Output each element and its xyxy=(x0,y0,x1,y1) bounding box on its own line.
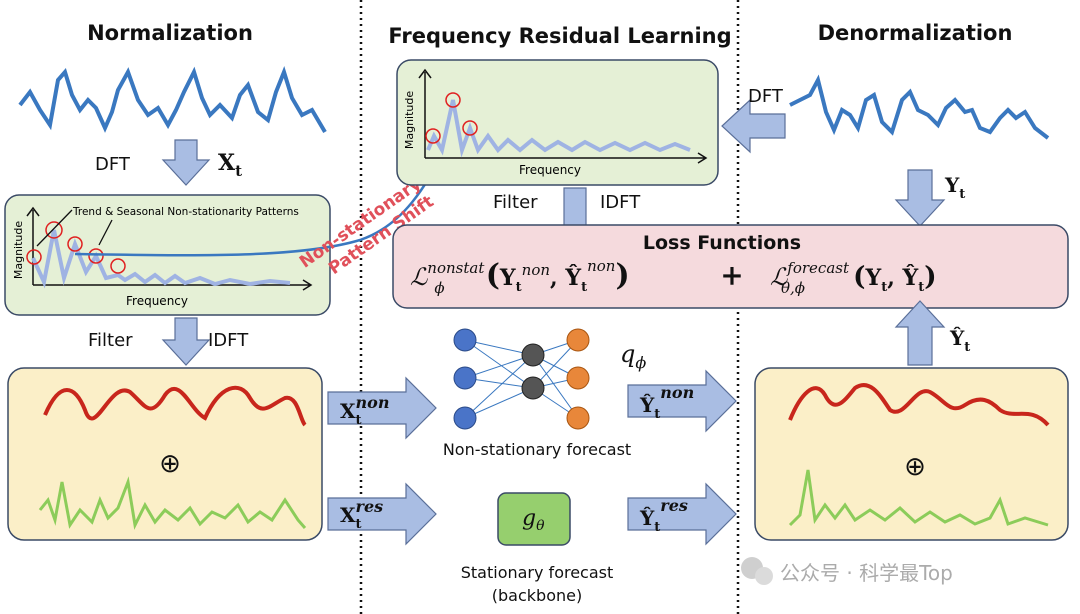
x-res-label: Xtres xyxy=(340,497,383,532)
yhat-non-label: Ŷtnon xyxy=(639,383,694,422)
q-phi-label: qϕ xyxy=(620,340,646,372)
plus-sign: + xyxy=(720,259,743,292)
frequency-label-mid: Frequency xyxy=(519,163,581,177)
yhat-res-label: Ŷtres xyxy=(639,496,688,535)
highlight-circles-mid xyxy=(425,92,478,144)
xt-label: Xt xyxy=(218,150,242,180)
idft-arrow-down-left xyxy=(161,317,211,366)
magnitude-label-mid: Magnitude xyxy=(403,91,416,150)
highlight-circles-left xyxy=(26,221,126,274)
backbone-box xyxy=(497,492,571,546)
title-frl: Frequency Residual Learning xyxy=(388,24,731,48)
idft-label-mid: IDFT xyxy=(600,192,641,213)
dft-arrow-down xyxy=(161,139,211,186)
yhat-label: Ŷt xyxy=(949,326,970,355)
title-denormalization: Denormalization xyxy=(818,21,1013,45)
idft-label-left: IDFT xyxy=(208,330,249,351)
nonstat-forecast-label: Non-stationary forecast xyxy=(443,440,631,459)
loss-forecast-term: ℒforecast θ,ϕ (Yt, Ŷt) xyxy=(770,259,937,298)
residual-spectrum-line xyxy=(426,99,691,158)
residual-component-left xyxy=(38,476,307,530)
filter-label-left: Filter xyxy=(88,330,133,351)
magnitude-label: Magnitude xyxy=(12,221,25,280)
title-normalization: Normalization xyxy=(87,21,253,45)
magnitude-axis xyxy=(26,206,40,285)
magnitude-axis-mid xyxy=(418,68,432,158)
backbone-label: (backbone) xyxy=(492,586,582,605)
yt-label: Yt xyxy=(944,173,965,202)
loss-nonstat-term: ℒnonstat ϕ (Ytnon, Ŷtnon) xyxy=(410,257,630,298)
nonstationary-component-left xyxy=(43,385,307,427)
annotation-arrows xyxy=(36,209,113,247)
target-series-wave xyxy=(789,74,1050,140)
stat-forecast-label: Stationary forecast xyxy=(461,563,614,582)
x-non-label: Xtnon xyxy=(340,393,389,428)
watermark: 公众号 · 科学最Top xyxy=(741,557,953,585)
residual-component-right xyxy=(788,469,1049,527)
oplus-icon-right: ⊕ xyxy=(904,452,926,482)
dft-label-right: DFT xyxy=(748,86,784,107)
yhat-arrow-up xyxy=(894,300,946,366)
dft-arrow-left xyxy=(721,98,786,154)
frequency-axis xyxy=(33,279,313,291)
nonstationary-component-right xyxy=(788,383,1050,427)
input-spectrum-line xyxy=(31,229,291,289)
yhat-non-arrow xyxy=(627,369,737,433)
x-res-arrow xyxy=(327,482,437,546)
dft-label-left: DFT xyxy=(95,154,131,175)
loss-functions-box xyxy=(392,224,1069,309)
x-non-arrow xyxy=(327,376,437,440)
filter-label-mid: Filter xyxy=(493,192,538,213)
mlp-network-icon xyxy=(453,328,590,430)
spectrum-annotation: Trend & Seasonal Non-stationarity Patter… xyxy=(72,206,299,218)
yhat-res-arrow xyxy=(627,482,737,546)
decomposition-box-right xyxy=(754,367,1069,541)
loss-functions-title: Loss Functions xyxy=(643,232,801,254)
yt-arrow-down xyxy=(894,169,946,227)
g-theta-label: gθ xyxy=(522,506,545,534)
frequency-label: Frequency xyxy=(126,294,188,308)
input-series-wave xyxy=(18,65,327,134)
oplus-icon-left: ⊕ xyxy=(159,449,181,479)
svg-text:公众号 · 科学最Top: 公众号 · 科学最Top xyxy=(780,561,953,585)
frequency-axis-mid xyxy=(425,152,708,164)
